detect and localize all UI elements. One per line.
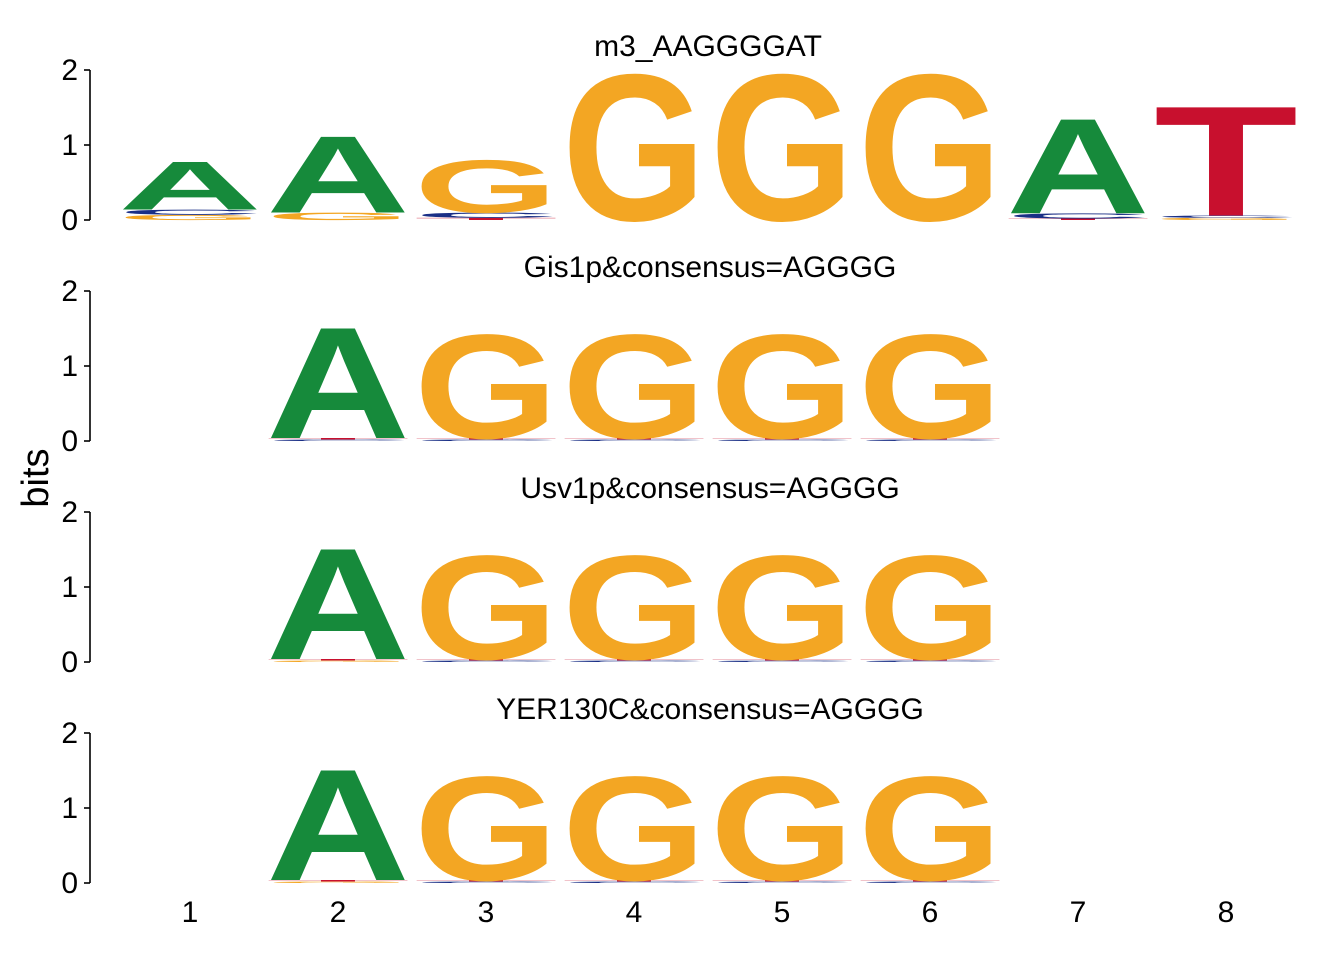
logo-letter-T: T xyxy=(710,659,854,661)
logo-letter-G: G xyxy=(858,30,1002,264)
y-axis-label: bits xyxy=(15,448,57,507)
logo-letter-T: T xyxy=(710,438,854,440)
logo-letter-T: T xyxy=(858,659,1002,661)
y-tick-label: 1 xyxy=(61,792,78,825)
logo-letter-C: C xyxy=(414,881,558,883)
x-tick-label: 5 xyxy=(774,896,791,929)
logo-letter-C: C xyxy=(414,660,558,662)
logo-letter-C: C xyxy=(710,439,854,441)
logo-letter-A: A xyxy=(266,737,410,914)
logo-letter-G: G xyxy=(858,303,1002,470)
logo-letter-T: T xyxy=(562,659,706,661)
logo-letter-C: C xyxy=(562,881,706,883)
logo-letter-C: C xyxy=(858,660,1002,662)
panel-title: Usv1p&consensus=AGGGG xyxy=(520,472,899,505)
logo-letter-C: C xyxy=(118,208,262,216)
logo-letter-T: T xyxy=(1006,218,1150,220)
logo-letter-C: C xyxy=(562,660,706,662)
logo-letter-C: C xyxy=(710,660,854,662)
logo-letter-G: G xyxy=(562,30,706,264)
logo-letter-C: C xyxy=(414,439,558,441)
logo-letter-C: C xyxy=(858,881,1002,883)
x-tick-label: 7 xyxy=(1070,896,1087,929)
x-tick-label: 1 xyxy=(182,896,199,929)
logo-letter-T: T xyxy=(266,659,410,661)
panel-title: YER130C&consensus=AGGGG xyxy=(496,693,924,726)
logo-letter-C: C xyxy=(1154,215,1298,219)
x-tick-label: 8 xyxy=(1218,896,1235,929)
y-tick-label: 0 xyxy=(61,425,78,458)
logo-letter-T: T xyxy=(414,438,558,440)
y-tick-label: 0 xyxy=(61,646,78,679)
logo-letter-G: G xyxy=(710,303,854,470)
logo-letter-C: C xyxy=(414,211,558,219)
x-tick-label: 2 xyxy=(330,896,347,929)
logo-letter-G: G xyxy=(414,303,558,470)
panel-title: m3_AAGGGGAT xyxy=(594,30,822,63)
logo-letter-T: T xyxy=(266,438,410,440)
logo-letter-G: G xyxy=(266,210,410,222)
logo-letter-T: T xyxy=(562,880,706,882)
logo-letter-T: T xyxy=(414,880,558,882)
logo-letter-C: C xyxy=(1006,212,1150,220)
logo-letter-G: G xyxy=(414,524,558,691)
logo-letter-C: C xyxy=(562,439,706,441)
y-tick-label: 2 xyxy=(61,275,78,308)
logo-letter-C: C xyxy=(710,881,854,883)
logo-letter-G: G xyxy=(562,745,706,912)
logo-letter-A: A xyxy=(266,516,410,693)
x-tick-label: 3 xyxy=(478,896,495,929)
logo-letter-A: A xyxy=(118,147,262,224)
x-tick-label: 4 xyxy=(626,896,643,929)
logo-letter-G: G xyxy=(266,881,410,883)
logo-letter-C: C xyxy=(858,439,1002,441)
logo-letter-G: G xyxy=(710,745,854,912)
logo-letter-T: T xyxy=(1154,74,1298,249)
logo-letter-C: C xyxy=(266,439,410,441)
logo-letter-G: G xyxy=(266,660,410,662)
y-tick-label: 0 xyxy=(61,867,78,900)
logo-letter-A: A xyxy=(266,295,410,472)
logo-letter-T: T xyxy=(858,880,1002,882)
y-tick-label: 1 xyxy=(61,350,78,383)
y-tick-label: 2 xyxy=(61,496,78,529)
x-axis: 1 2 3 4 5 6 7 8 xyxy=(182,896,1235,929)
x-tick-label: 6 xyxy=(922,896,939,929)
logo-letter-T: T xyxy=(266,880,410,882)
logo-letter-G: G xyxy=(562,524,706,691)
logo-letter-T: T xyxy=(858,438,1002,440)
y-tick-label: 1 xyxy=(61,129,78,162)
logo-letter-T: T xyxy=(710,880,854,882)
logo-letter-G: G xyxy=(858,745,1002,912)
logo-letter-G: G xyxy=(710,524,854,691)
logo-letter-G: G xyxy=(414,745,558,912)
panel-title: Gis1p&consensus=AGGGG xyxy=(524,251,897,284)
logo-letter-G: G xyxy=(414,144,558,228)
logo-letter-G: G xyxy=(118,213,262,221)
y-tick-label: 2 xyxy=(61,717,78,750)
logo-letter-T: T xyxy=(562,438,706,440)
y-tick-label: 0 xyxy=(61,204,78,237)
logo-letter-G: G xyxy=(562,303,706,470)
logo-letter-A: A xyxy=(266,113,410,236)
logo-letter-T: T xyxy=(414,659,558,661)
logo-letter-G: G xyxy=(858,524,1002,691)
y-tick-label: 1 xyxy=(61,571,78,604)
logo-letter-G: G xyxy=(710,30,854,264)
logo-letter-G: G xyxy=(1154,217,1298,221)
logo-letter-T: T xyxy=(414,217,558,221)
y-tick-label: 2 xyxy=(61,54,78,87)
logo-letter-A: A xyxy=(1006,90,1150,242)
